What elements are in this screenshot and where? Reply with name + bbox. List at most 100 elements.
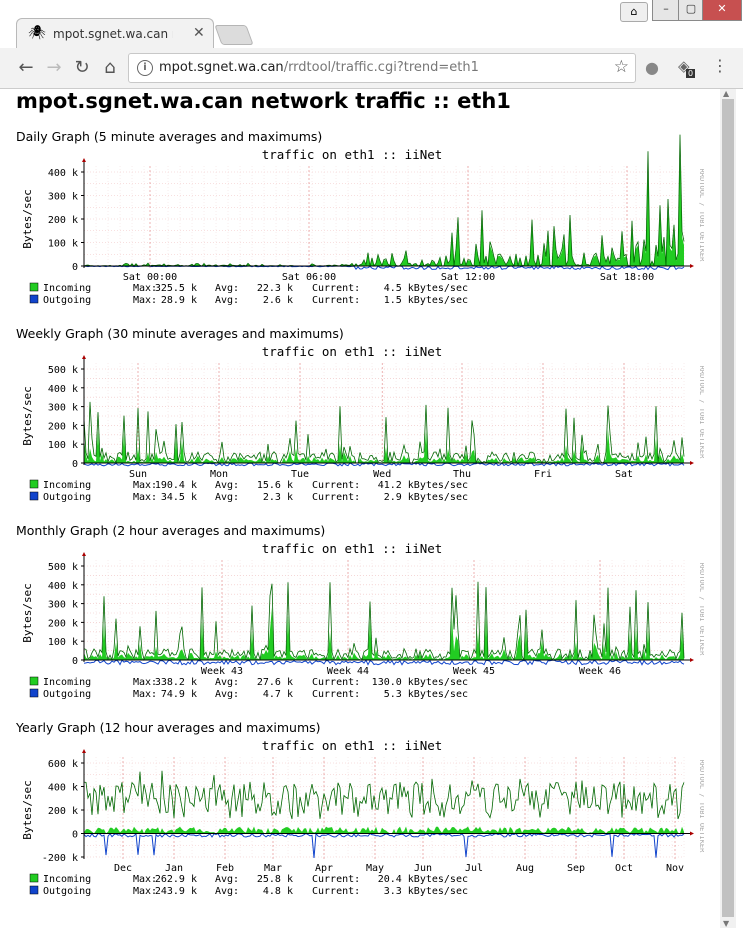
y-tick-label: 300 k: [48, 600, 78, 611]
rrdtool-watermark: RRDTOOL / TOBI OETIKER: [698, 169, 704, 263]
y-tick-label: 0: [72, 262, 78, 273]
graph-section-title: Yearly Graph (12 hour averages and maxim…: [16, 720, 321, 735]
y-tick-label: 200 k: [48, 618, 78, 629]
y-tick-label: 400 k: [48, 783, 78, 794]
browser-tab[interactable]: 🕷 mpot.sgnet.wa.can network traffic :: e…: [16, 18, 214, 51]
graph-title: traffic on eth1 :: iiNet: [261, 147, 443, 162]
legend-text: Max:: [133, 295, 157, 306]
traffic-chart: 0 100 k 200 k 300 k 400 k 500 k Week 43 Week 44…: [21, 552, 704, 700]
y-tick-label: 200 k: [48, 421, 78, 432]
new-tab-button[interactable]: [214, 25, 254, 45]
legend-text: 4.7 k: [263, 689, 293, 700]
scroll-down-icon[interactable]: ▼: [723, 919, 730, 928]
ghost-extension-icon[interactable]: ◈: [678, 57, 690, 75]
y-tick-label: 500 k: [48, 365, 78, 376]
x-tick-label: Fri: [534, 469, 552, 480]
incoming-legend-swatch: [29, 873, 39, 883]
legend-text: 3.3 kBytes/sec: [384, 886, 468, 897]
x-axis-arrow-icon: [690, 658, 694, 662]
info-icon[interactable]: i: [137, 60, 153, 76]
address-bar[interactable]: i mpot.sgnet.wa.can/rrdtool/traffic.cgi?…: [128, 53, 636, 83]
x-tick-label: Week 46: [579, 666, 621, 677]
user-profile-icon[interactable]: ⌂: [620, 2, 648, 22]
outgoing-line: [84, 265, 685, 271]
forward-arrow-icon[interactable]: →: [46, 57, 62, 78]
legend-text: Incoming: [43, 480, 91, 491]
scrollbar-thumb[interactable]: [722, 99, 734, 917]
x-tick-label: Aug: [516, 863, 534, 874]
x-tick-label: Week 44: [327, 666, 369, 677]
y-axis-label: Bytes/sec: [21, 780, 34, 840]
minimize-button[interactable]: –: [652, 0, 680, 21]
close-tab-icon[interactable]: ✕: [193, 25, 205, 41]
back-arrow-icon[interactable]: ←: [18, 57, 34, 78]
legend-text: Current:: [312, 480, 360, 491]
legend-text: 2.3 k: [263, 492, 293, 503]
graph-title: traffic on eth1 :: iiNet: [261, 541, 443, 556]
y-axis-arrow-icon: [82, 158, 86, 162]
x-tick-label: Oct: [615, 863, 633, 874]
legend-text: Max:: [133, 480, 157, 491]
url-text[interactable]: mpot.sgnet.wa.can/rrdtool/traffic.cgi?tr…: [159, 60, 479, 75]
x-axis-arrow-icon: [690, 461, 694, 465]
rrdtool-watermark: RRDTOOL / TOBI OETIKER: [698, 563, 704, 657]
close-window-button[interactable]: ✕: [702, 0, 742, 21]
scroll-up-icon[interactable]: ▲: [723, 89, 730, 98]
outgoing-legend-swatch: [29, 491, 39, 501]
y-axis-label: Bytes/sec: [21, 189, 34, 249]
x-tick-label: Week 45: [453, 666, 495, 677]
x-tick-label: Apr: [315, 863, 333, 874]
legend-text: Avg:: [215, 480, 239, 491]
x-tick-label: Sat 18:00: [600, 272, 654, 283]
legend-text: 15.6 k: [257, 480, 293, 491]
graph-title: traffic on eth1 :: iiNet: [261, 344, 443, 359]
legend-text: 243.9 k: [155, 886, 197, 897]
traffic-chart: 0 100 k 200 k 300 k 400 k Sat 00:00 Sat 06:00 S…: [21, 134, 704, 306]
legend-text: Incoming: [43, 677, 91, 688]
graph-section-title: Monthly Graph (2 hour averages and maxim…: [16, 523, 326, 538]
vertical-scrollbar[interactable]: ▲ ▼: [720, 89, 736, 928]
outgoing-legend-swatch: [29, 294, 39, 304]
bookmark-star-icon[interactable]: ☆: [613, 57, 629, 77]
legend-text: Current:: [312, 492, 360, 503]
legend-text: Avg:: [215, 677, 239, 688]
rrdtool-watermark: RRDTOOL / TOBI OETIKER: [698, 366, 704, 460]
x-tick-label: Jun: [414, 863, 432, 874]
browser-toolbar: ← → ↻ ⌂ i mpot.sgnet.wa.can/rrdtool/traf…: [0, 48, 743, 89]
legend-text: Avg:: [215, 295, 239, 306]
legend-text: Incoming: [43, 874, 91, 885]
rrdtool-watermark: RRDTOOL / TOBI OETIKER: [698, 760, 704, 854]
y-axis-arrow-icon: [82, 749, 86, 753]
legend-text: Avg:: [215, 689, 239, 700]
maximize-button[interactable]: ▢: [678, 0, 704, 21]
globe-extension-icon[interactable]: ●: [645, 58, 659, 77]
legend-text: 130.0 kBytes/sec: [372, 677, 468, 688]
incoming-area: [84, 429, 684, 463]
legend-text: Outgoing: [43, 689, 91, 700]
y-axis-label: Bytes/sec: [21, 583, 34, 643]
graph-section-0: Daily Graph (5 minute averages and maxim…: [16, 129, 720, 306]
x-tick-label: Wed: [373, 469, 391, 480]
graph-section-3: Yearly Graph (12 hour averages and maxim…: [16, 720, 720, 897]
y-tick-label: 200 k: [48, 215, 78, 226]
legend-text: Max:: [133, 874, 157, 885]
legend-text: 4.5 kBytes/sec: [384, 283, 468, 294]
incoming-legend-swatch: [29, 479, 39, 489]
outgoing-legend-swatch: [29, 885, 39, 895]
home-icon[interactable]: ⌂: [104, 57, 116, 78]
extension-badge: 0: [686, 69, 696, 78]
incoming-max-line: [83, 401, 685, 465]
outgoing-line: [83, 832, 685, 858]
x-tick-label: Mon: [210, 469, 228, 480]
y-axis-arrow-icon: [82, 552, 86, 556]
y-tick-label: 300 k: [48, 192, 78, 203]
legend-text: 2.9 kBytes/sec: [384, 492, 468, 503]
x-tick-label: May: [366, 863, 384, 874]
browser-chrome: 🕷 mpot.sgnet.wa.can network traffic :: e…: [0, 0, 743, 89]
menu-kebab-icon[interactable]: ⋮: [712, 56, 728, 75]
x-tick-label: Week 43: [201, 666, 243, 677]
reload-icon[interactable]: ↻: [74, 57, 90, 78]
y-axis-arrow-icon: [82, 355, 86, 359]
legend-text: 27.6 k: [257, 677, 293, 688]
y-tick-label: 0: [72, 830, 78, 841]
